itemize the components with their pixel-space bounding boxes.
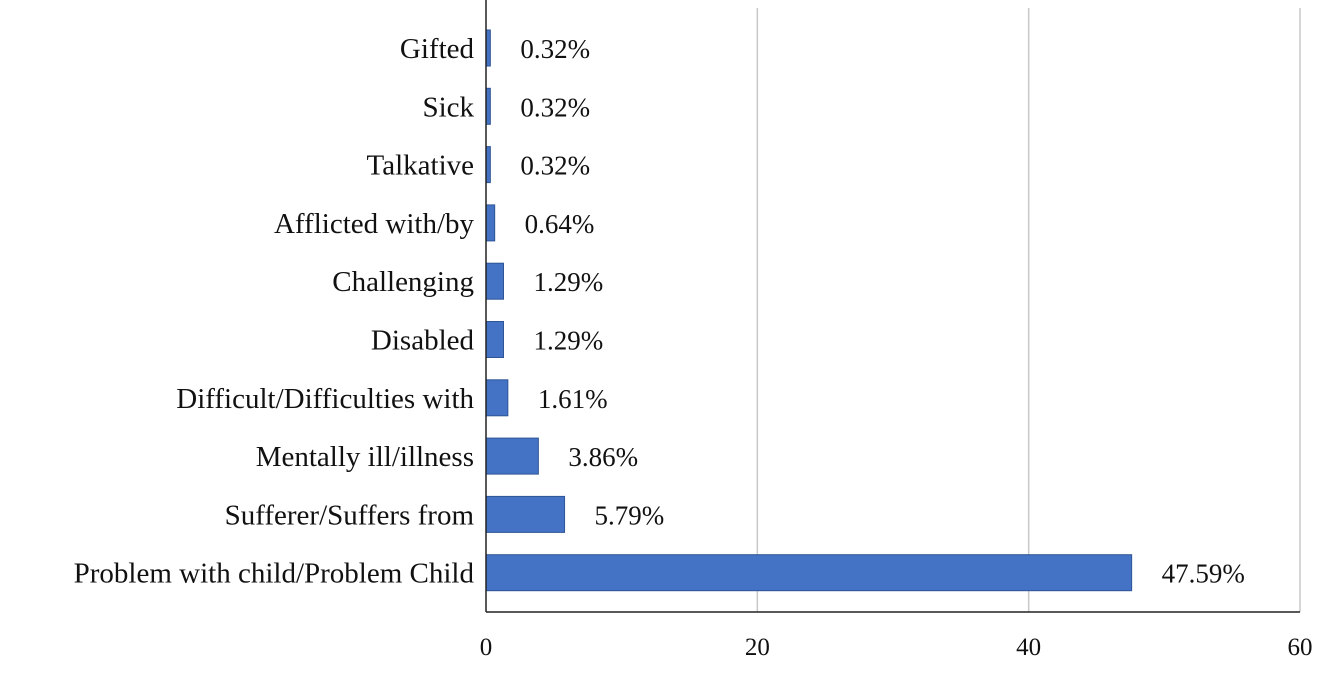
category-label: Difficult/Difficulties with: [176, 383, 474, 415]
x-tick-label: 0: [480, 634, 493, 661]
data-label: 1.61%: [538, 384, 608, 414]
category-label: Disabled: [371, 325, 475, 357]
data-label: 0.32%: [520, 151, 590, 181]
category-label: Mentally ill/illness: [256, 441, 474, 473]
data-label: 3.86%: [568, 442, 638, 472]
data-label: 5.79%: [595, 500, 665, 530]
labels: Gifted 0.32% Sick 0.32% Talkative 0.32% Afflic…: [74, 33, 1313, 661]
data-label: 1.29%: [534, 326, 604, 356]
x-tick-label: 60: [1288, 634, 1313, 661]
bar: [485, 379, 509, 417]
gridlines: [756, 8, 1301, 612]
category-label: Problem with child/Problem Child: [74, 558, 475, 590]
data-label: 0.64%: [525, 209, 595, 239]
data-label: 1.29%: [534, 267, 604, 297]
x-tick-label: 40: [1016, 634, 1041, 661]
data-label: 0.32%: [520, 92, 590, 122]
category-label: Sufferer/Suffers from: [225, 499, 475, 531]
bar: [485, 262, 505, 300]
bar: [485, 321, 505, 358]
data-label: 0.32%: [520, 34, 590, 64]
bar: [485, 204, 496, 242]
bar: [485, 495, 566, 533]
category-label: Talkative: [367, 150, 474, 182]
data-label: 47.59%: [1162, 559, 1245, 589]
axes: [485, 0, 1300, 613]
x-tick-label: 20: [745, 634, 770, 661]
bars: [485, 29, 1133, 592]
bar: [485, 437, 539, 475]
category-label: Afflicted with/by: [274, 208, 475, 240]
category-label: Challenging: [332, 266, 474, 298]
category-label: Sick: [422, 91, 474, 123]
bar: [485, 554, 1133, 592]
category-label: Gifted: [400, 33, 475, 65]
